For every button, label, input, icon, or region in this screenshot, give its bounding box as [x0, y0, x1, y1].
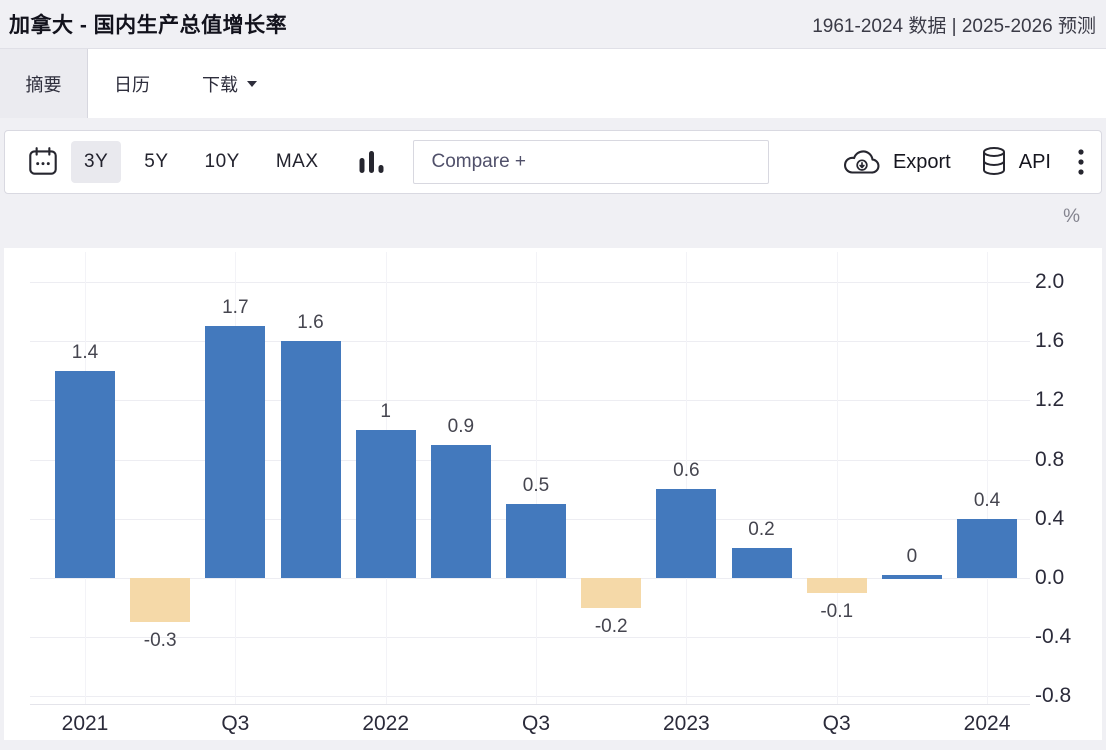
toolbar-right-group: Export API [841, 144, 1085, 180]
gridline-horizontal [30, 459, 1030, 461]
bar-value-label: 0.9 [447, 415, 475, 437]
bar[interactable] [130, 578, 191, 623]
bar-value-label: -0.3 [143, 630, 177, 652]
calendar-button[interactable] [25, 144, 61, 180]
gridline-horizontal [30, 341, 1030, 343]
bar-chart-icon [359, 151, 383, 173]
tab-download[interactable]: 下载 [176, 49, 283, 118]
api-button[interactable]: API [979, 144, 1051, 180]
y-axis-tick-label: 0.4 [1035, 506, 1065, 530]
y-axis-unit-label: % [1063, 206, 1080, 227]
range-button-3y[interactable]: 3Y [71, 141, 122, 183]
gridline-horizontal [30, 400, 1030, 402]
bar[interactable] [280, 341, 341, 578]
range-button-10y[interactable]: 10Y [204, 151, 240, 172]
bar-value-label: 0.5 [522, 475, 550, 496]
x-axis-tick-label: 2021 [61, 712, 109, 735]
chevron-down-icon [247, 80, 257, 87]
x-axis-tick-label: Q3 [522, 712, 551, 735]
bar[interactable] [205, 326, 266, 578]
kebab-menu-icon [1078, 149, 1084, 175]
bar-value-label: 1.6 [297, 312, 324, 334]
chart-toolbar: 3Y 5Y 10Y MAX Compare + Export API [4, 130, 1102, 194]
calendar-icon [29, 147, 57, 175]
tab-calendar[interactable]: 日历 [114, 74, 150, 95]
bar-value-label: 0.2 [748, 519, 775, 541]
page-title: 加拿大 - 国内生产总值增长率 [9, 14, 288, 37]
x-axis-tick-label: Q3 [221, 712, 250, 735]
bar-value-label: 1.7 [222, 297, 249, 319]
gridline-horizontal [30, 696, 1030, 698]
page-header: 加拿大 - 国内生产总值增长率 1961-2024 数据 | 2025-2026… [0, 0, 1106, 48]
bar[interactable] [355, 430, 416, 578]
bar[interactable] [581, 578, 642, 608]
export-button[interactable]: Export [841, 146, 951, 178]
x-axis-tick-label: Q3 [822, 712, 851, 735]
chart-type-button[interactable] [358, 147, 385, 177]
y-axis-tick-label: 1.2 [1035, 388, 1065, 412]
y-axis-tick-label: 2.0 [1035, 270, 1065, 293]
y-axis-tick-label: -0.8 [1035, 684, 1072, 708]
bar[interactable] [806, 578, 867, 593]
x-axis-line [30, 704, 1030, 705]
database-icon [982, 147, 1005, 176]
chart-area: % 2.0 1.6 1.2 0.8 0.4 0.0 -0.4 -0.8 2021 Q3 2022 Q3… [0, 196, 1106, 750]
x-axis-tick-label: 2023 [663, 712, 710, 735]
gridline-vertical [987, 252, 989, 704]
y-axis-tick-label: -0.4 [1035, 625, 1072, 649]
tab-download-label: 下载 [202, 74, 238, 95]
gridline-horizontal [30, 637, 1030, 639]
export-label: Export [892, 150, 951, 173]
bar[interactable] [957, 518, 1018, 578]
bar-value-label: -0.2 [594, 615, 628, 637]
bar[interactable] [881, 575, 942, 579]
compare-input[interactable]: Compare + [412, 140, 769, 184]
y-axis-tick-label: 0.8 [1035, 447, 1065, 471]
bar-value-label: 0.4 [973, 489, 1001, 511]
bar[interactable] [731, 548, 792, 578]
bar[interactable] [656, 489, 717, 578]
gridline-vertical [536, 252, 538, 704]
chart-plot-background [4, 248, 1102, 740]
bar-value-label: 0.6 [673, 460, 700, 482]
bar-value-label: 1.4 [71, 341, 99, 363]
data-range-info: 1961-2024 数据 | 2025-2026 预测 [812, 15, 1096, 37]
gridline-vertical [836, 252, 838, 704]
gridline-vertical [686, 252, 688, 704]
x-axis-tick-label: 2024 [963, 712, 1011, 735]
range-button-5y[interactable]: 5Y [144, 151, 169, 172]
gridline-horizontal [30, 578, 1030, 579]
bar-value-label: 0 [906, 546, 918, 567]
bar[interactable] [430, 444, 491, 578]
tab-summary[interactable]: 摘要 [0, 49, 88, 118]
bar[interactable] [506, 504, 567, 578]
y-axis-tick-label: 0.0 [1035, 566, 1065, 589]
tab-bar: 摘要 日历 下载 [0, 48, 1106, 118]
bar[interactable] [55, 370, 115, 578]
range-button-max[interactable]: MAX [275, 151, 319, 172]
cloud-download-icon [843, 150, 880, 174]
x-axis-tick-label: 2022 [362, 712, 410, 735]
bar-value-label: 1 [380, 401, 391, 422]
y-axis-tick-label: 1.6 [1035, 329, 1065, 353]
more-options-button[interactable] [1077, 144, 1085, 180]
gridline-horizontal [30, 282, 1030, 283]
api-label: API [1018, 150, 1051, 173]
bar-value-label: -0.1 [820, 600, 854, 622]
